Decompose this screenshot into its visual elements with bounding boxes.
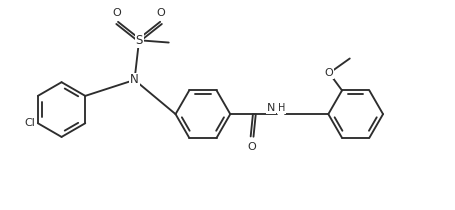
Text: O: O xyxy=(247,142,256,152)
Text: Cl: Cl xyxy=(25,118,35,128)
Text: O: O xyxy=(112,8,121,18)
Text: S: S xyxy=(135,34,142,47)
Text: N: N xyxy=(266,103,274,113)
Text: N: N xyxy=(130,74,139,87)
Text: O: O xyxy=(156,8,165,18)
Text: O: O xyxy=(324,68,333,78)
Text: H: H xyxy=(277,103,284,113)
